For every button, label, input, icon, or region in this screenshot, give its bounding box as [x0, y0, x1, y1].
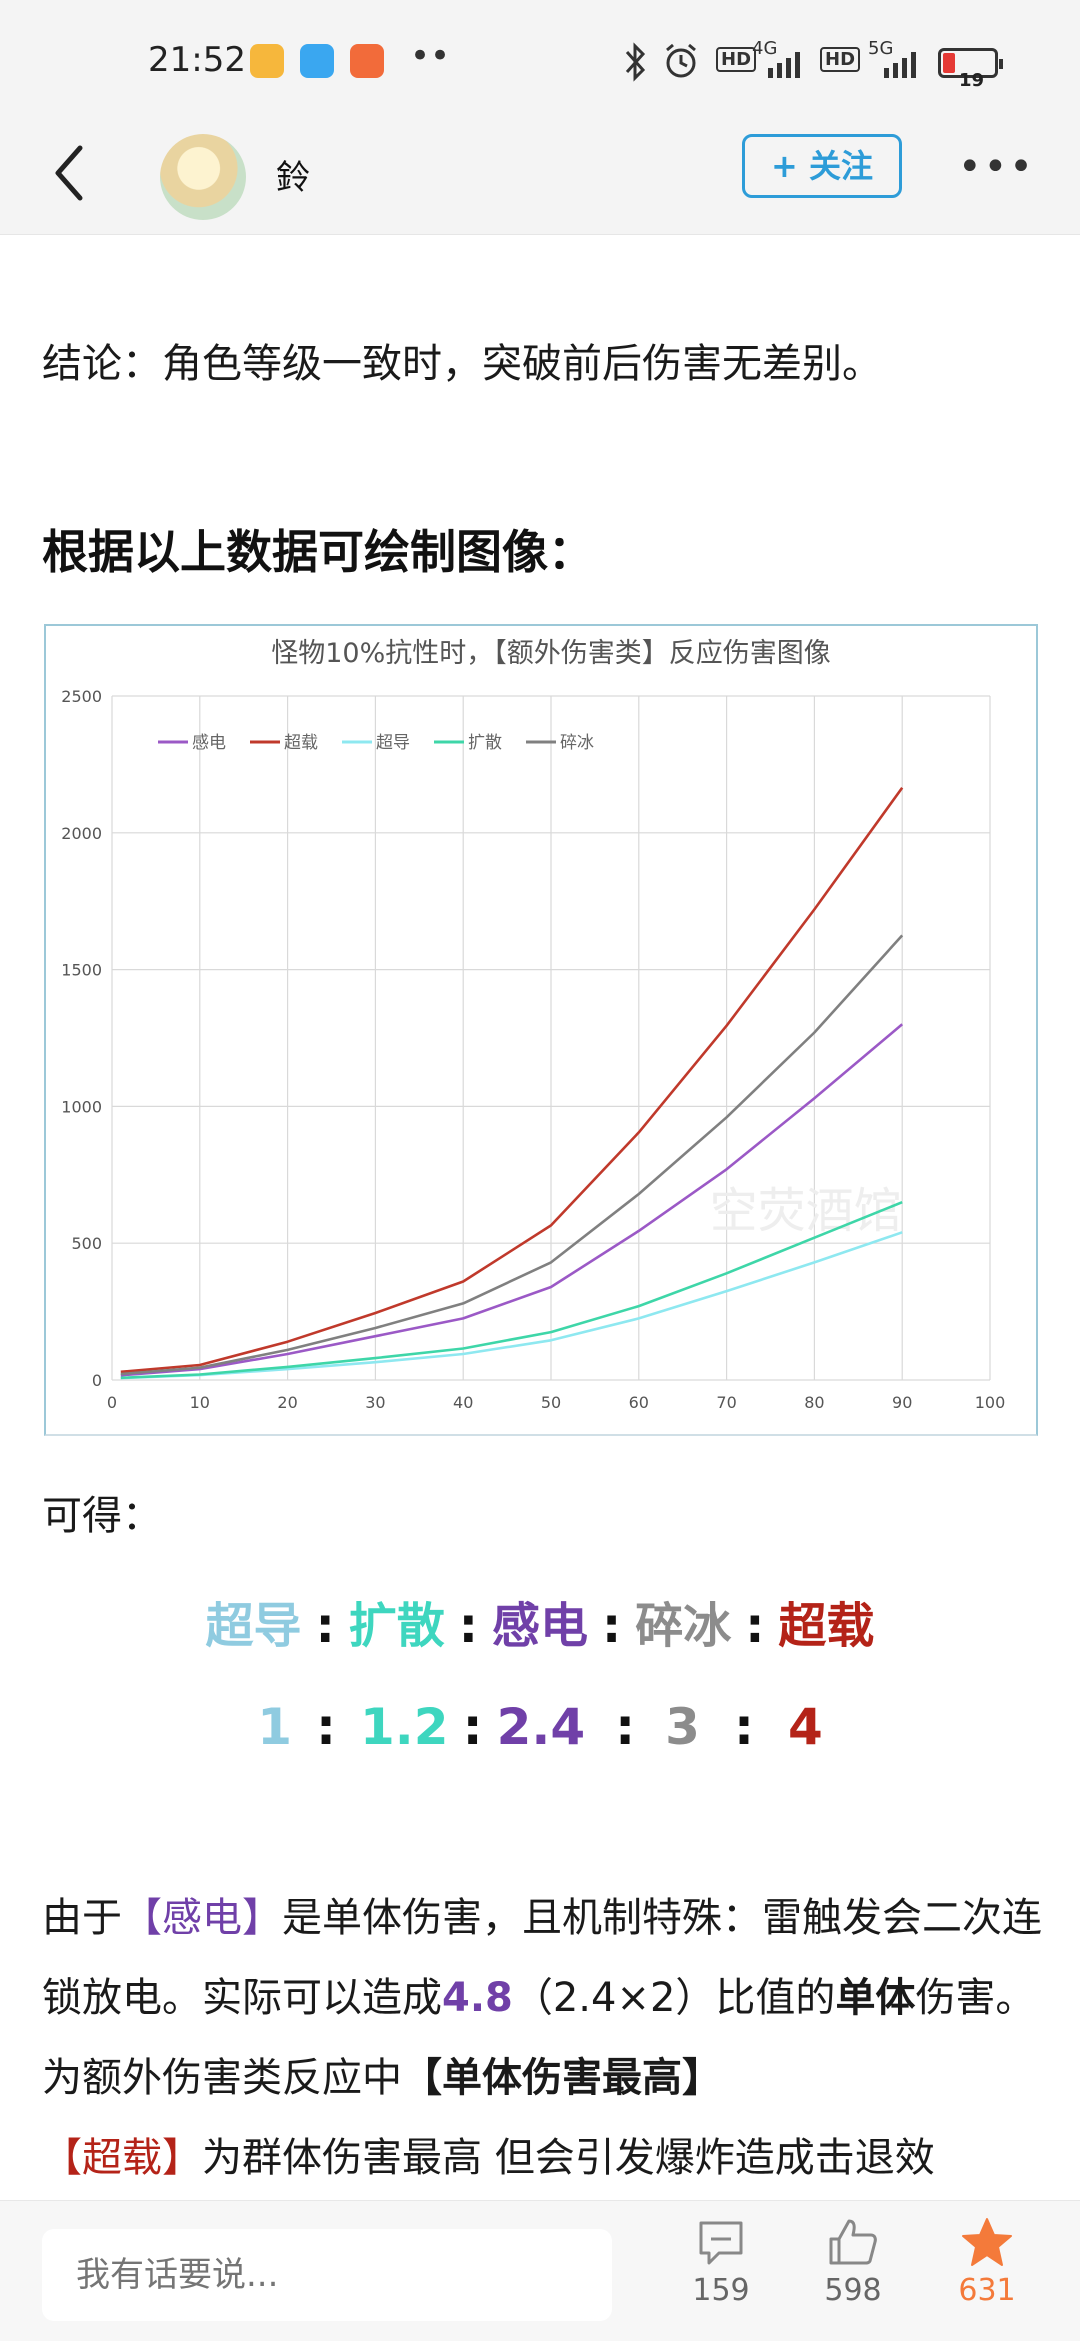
star-icon	[962, 2218, 1012, 2266]
conclusion-text: 结论：角色等级一致时，突破前后伤害无差别。	[42, 341, 882, 387]
x-tick-label: 40	[453, 1393, 473, 1412]
network-label-2: 5G	[868, 38, 894, 59]
y-tick-label: 2000	[61, 824, 102, 843]
bluetooth-icon	[625, 42, 646, 82]
x-tick-label: 100	[975, 1393, 1006, 1412]
comments-count: 159	[692, 2273, 750, 2308]
ratio-colon: :	[602, 1598, 622, 1654]
y-tick-label: 0	[92, 1371, 102, 1390]
author-name[interactable]: 鈴	[276, 158, 310, 198]
ratio-colon: :	[458, 1598, 478, 1654]
ratio-name-electrocharged: 感电	[491, 1598, 588, 1654]
para-text: 由于	[42, 1895, 122, 1941]
ratio-value-superconduct: 1	[257, 1698, 293, 1756]
ratio-name-overloaded: 超载	[778, 1598, 875, 1654]
series-line-2	[120, 1231, 903, 1380]
series-line-0	[120, 1023, 904, 1377]
series-line-1	[120, 786, 904, 1374]
bottom-bar: 159 598 631	[0, 2200, 1080, 2341]
nav-bar: 鈴 + 关注 •••	[0, 120, 1080, 235]
author-avatar[interactable]	[160, 134, 246, 220]
x-tick-label: 10	[190, 1393, 210, 1412]
battery-level: 19	[959, 70, 985, 91]
status-time: 21:52	[148, 40, 246, 80]
thumbs-up-icon	[829, 2219, 877, 2265]
ratio-value-overloaded: 4	[787, 1698, 823, 1756]
x-tick-label: 0	[107, 1393, 117, 1412]
ratio-colon: :	[733, 1698, 754, 1756]
ratio-colon: :	[615, 1698, 636, 1756]
hd-badge-1: HD	[716, 46, 757, 72]
signal-icon-1	[768, 52, 800, 78]
x-tick-label: 90	[892, 1393, 912, 1412]
legend-label: 扩散	[468, 733, 502, 753]
y-tick-label: 1500	[61, 961, 102, 980]
chart-title: 怪物10%抗性时，【额外伤害类】反应伤害图像	[271, 638, 831, 669]
result-intro: 可得：	[42, 1493, 162, 1539]
network-label-1: 4G	[752, 38, 778, 59]
legend-label: 感电	[192, 733, 226, 753]
x-tick-label: 60	[629, 1393, 649, 1412]
y-tick-label: 2500	[61, 687, 102, 706]
para-text: 伤害。为额外伤害类反应中	[42, 1975, 1036, 2101]
signal-icon-2	[884, 52, 916, 78]
para-electrocharged-tag: 【感电】	[122, 1895, 282, 1941]
ratio-colon: :	[462, 1698, 483, 1756]
chart-svg: 怪物10%抗性时，【额外伤害类】反应伤害图像050010001500200025…	[61, 638, 1006, 1412]
para-text: （2.4×2）比值的	[512, 1975, 836, 2021]
x-tick-label: 30	[365, 1393, 385, 1412]
para-text: 为群体伤害最高 但会引发爆炸造成击退效	[202, 2135, 935, 2181]
favorites-count: 631	[958, 2273, 1016, 2308]
x-tick-label: 70	[716, 1393, 736, 1412]
x-tick-label: 80	[804, 1393, 824, 1412]
series-line-4	[120, 934, 904, 1376]
x-tick-label: 50	[541, 1393, 561, 1412]
notification-dots: ••	[410, 36, 451, 76]
back-arrow-icon[interactable]	[44, 138, 104, 208]
follow-button[interactable]: + 关注	[742, 134, 902, 198]
alarm-icon	[666, 43, 696, 78]
status-bar: 21:52 •• HD 4G HD 5G 19	[0, 0, 1080, 120]
ratio-value-swirl: 1.2	[360, 1698, 449, 1756]
para-value: 4.8	[442, 1975, 513, 2021]
legend-label: 超载	[284, 733, 318, 753]
ratio-colon: :	[315, 1598, 335, 1654]
comment-icon	[699, 2221, 743, 2265]
legend-label: 超导	[376, 733, 410, 753]
ratio-colon: :	[745, 1598, 765, 1654]
likes-count: 598	[824, 2273, 882, 2308]
para-overloaded-tag: 【超载】	[42, 2135, 202, 2181]
y-tick-label: 500	[71, 1234, 102, 1253]
damage-chart: 怪物10%抗性时，【额外伤害类】反应伤害图像 0 500 1000 1500 2000 25…	[44, 624, 1038, 1436]
legend-label: 碎冰	[560, 733, 594, 753]
battery-icon: 19	[938, 48, 1003, 91]
favorite-button[interactable]: 631	[942, 2215, 1032, 2308]
x-tick-label: 20	[277, 1393, 297, 1412]
y-tick-label: 1000	[61, 1097, 102, 1116]
section-heading: 根据以上数据可绘制图像：	[42, 525, 594, 579]
explanation-paragraph: 由于【感电】是单体伤害，且机制特殊：雷触发会二次连锁放电。实际可以造成4.8（2…	[42, 1878, 1042, 2198]
ratio-colon: :	[316, 1698, 337, 1756]
ratio-names-row: 超导: 扩散: 感电: 碎冰: 超载	[0, 1586, 1080, 1656]
hd-badge-2: HD	[820, 46, 861, 72]
ratio-name-superconduct: 超导	[205, 1598, 302, 1654]
more-options-icon[interactable]: •••	[958, 144, 1035, 190]
ratio-values-row: 1:1.2:2.4:3:4	[0, 1698, 1080, 1756]
comments-button[interactable]: 159	[676, 2215, 766, 2308]
chat-app-icon	[300, 44, 334, 78]
ratio-value-shatter: 3	[665, 1698, 700, 1756]
ratio-name-swirl: 扩散	[348, 1598, 445, 1654]
like-button[interactable]: 598	[808, 2215, 898, 2308]
series-line-3	[120, 1200, 903, 1380]
para-bold: 【单体伤害最高】	[402, 2055, 722, 2101]
note-app-icon	[250, 44, 284, 78]
mi-store-icon	[350, 44, 384, 78]
para-bold: 单体	[835, 1975, 916, 2021]
para-text: 是单体伤害，且机制特殊：雷触发会二次连锁放电。实际可以造成	[42, 1895, 1042, 2021]
comment-input[interactable]	[42, 2229, 612, 2321]
ratio-name-shatter: 碎冰	[635, 1598, 732, 1654]
ratio-value-electrocharged: 2.4	[496, 1698, 586, 1756]
chart-watermark: 空荧酒馆	[710, 1183, 902, 1239]
